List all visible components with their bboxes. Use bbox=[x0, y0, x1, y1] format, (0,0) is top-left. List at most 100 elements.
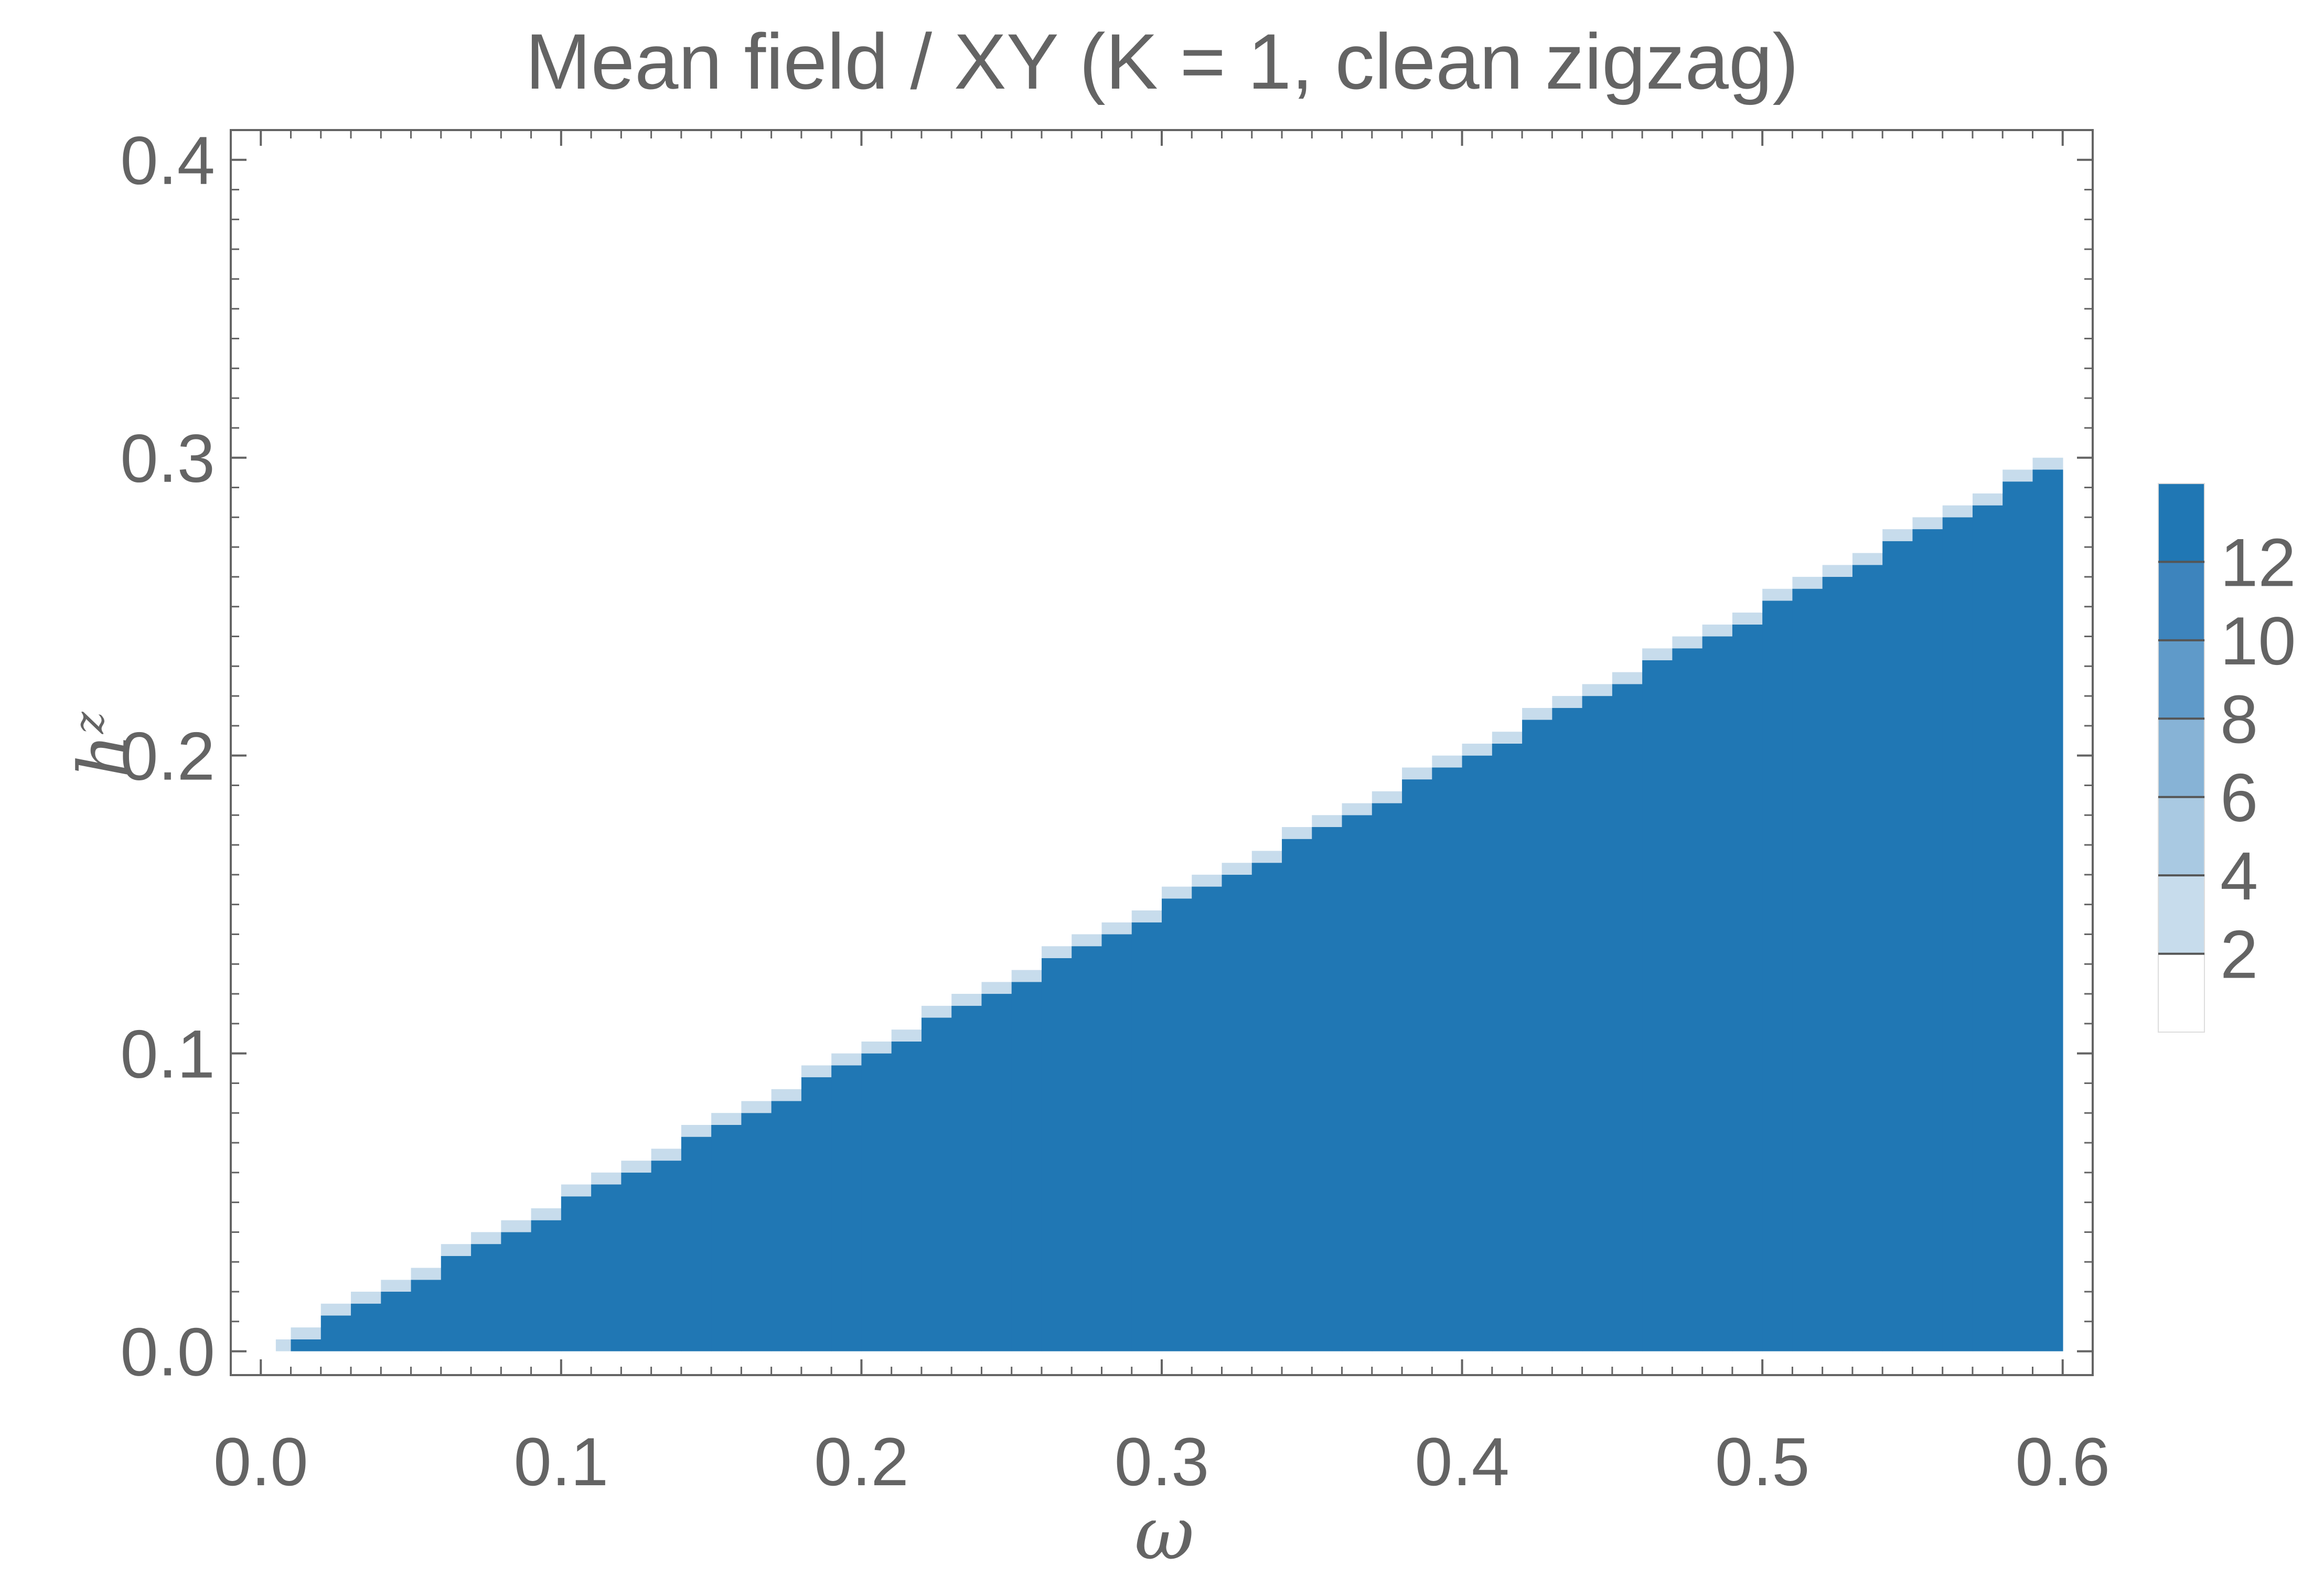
heatmap-column bbox=[471, 1244, 502, 1351]
heatmap-column bbox=[1222, 874, 1252, 1351]
colorbar-tick-label: 6 bbox=[2220, 759, 2258, 836]
heatmap-edge-cell bbox=[921, 994, 952, 1006]
heatmap-edge-cell bbox=[1492, 732, 1523, 744]
colorbar-frame bbox=[2158, 483, 2205, 1033]
heatmap-edge-cell bbox=[771, 1089, 802, 1101]
heatmap-column bbox=[801, 1077, 832, 1351]
y-axis-label: hz bbox=[42, 677, 143, 813]
heatmap-edge-cell bbox=[1702, 613, 1733, 625]
x-tick-label: 0.4 bbox=[1415, 1423, 1509, 1500]
colorbar-band bbox=[2158, 718, 2204, 797]
heatmap-edge-cell bbox=[1942, 493, 1973, 506]
heatmap-edge-cell bbox=[411, 1268, 442, 1280]
heatmap-column bbox=[1762, 600, 1793, 1351]
heatmap-edge-cell bbox=[1011, 970, 1042, 982]
heatmap-column bbox=[1612, 684, 1643, 1351]
heatmap-edge-cell bbox=[861, 1029, 892, 1042]
y-axis-label-superscript: z bbox=[65, 712, 113, 734]
heatmap-edge-cell bbox=[1131, 910, 1162, 922]
heatmap-edge-cell bbox=[1522, 707, 1553, 720]
heatmap-edge-cell bbox=[471, 1232, 502, 1245]
heatmap-column bbox=[1192, 886, 1223, 1351]
heatmap-edge-cell bbox=[1522, 696, 1553, 708]
colorbar-tick-label: 10 bbox=[2220, 603, 2296, 679]
colorbar-tick-label: 8 bbox=[2220, 681, 2258, 757]
heatmap-edge-cell bbox=[1041, 946, 1073, 958]
heatmap-column bbox=[351, 1303, 382, 1351]
heatmap-edge-cell bbox=[801, 1065, 832, 1078]
heatmap-column bbox=[771, 1101, 802, 1351]
colorbar-band bbox=[2158, 797, 2204, 876]
heatmap-edge-cell bbox=[831, 1053, 862, 1066]
heatmap-column bbox=[1072, 946, 1102, 1351]
heatmap-edge-cell bbox=[381, 1280, 412, 1292]
heatmap-edge-cell bbox=[531, 1208, 562, 1220]
heatmap-edge-cell bbox=[1612, 672, 1643, 684]
heatmap-column bbox=[591, 1184, 622, 1351]
colorbar-band bbox=[2158, 953, 2204, 1032]
heatmap-edge-cell bbox=[1822, 565, 1853, 577]
heatmap-edge-cell bbox=[1642, 648, 1673, 660]
heatmap-edge-cell bbox=[1462, 732, 1493, 744]
heatmap-column bbox=[741, 1113, 772, 1351]
heatmap-edge-cell bbox=[291, 1327, 322, 1339]
heatmap-column bbox=[441, 1256, 472, 1351]
x-axis-ticks: 0.0 0.1 0.2 0.3 0.4 0.5 0.6 bbox=[213, 130, 2110, 1500]
heatmap-column bbox=[1011, 982, 1042, 1351]
heatmap-edge-cell bbox=[711, 1113, 742, 1125]
heatmap-column bbox=[1131, 922, 1162, 1351]
x-tick-label: 0.1 bbox=[513, 1423, 608, 1500]
heatmap-edge-cell bbox=[1582, 672, 1613, 684]
y-tick-label: 0.2 bbox=[120, 718, 215, 795]
heatmap-edge-cell bbox=[2002, 469, 2033, 482]
heatmap-edge-cell bbox=[1192, 874, 1223, 887]
heatmap-edge-cell bbox=[741, 1089, 772, 1101]
chart-title: Mean field / XY (K = 1, clean zigzag) bbox=[525, 17, 1799, 105]
heatmap-edge-cell bbox=[1912, 517, 1943, 530]
x-tick-label: 0.3 bbox=[1115, 1423, 1209, 1500]
heatmap-column bbox=[1822, 576, 1853, 1351]
heatmap-edge-cell bbox=[501, 1220, 532, 1232]
heatmap-column bbox=[561, 1196, 592, 1351]
heatmap-column bbox=[411, 1280, 442, 1351]
heatmap-edge-cell bbox=[275, 1339, 292, 1351]
heatmap-edge-cell bbox=[441, 1244, 472, 1256]
heatmap-edge-cell bbox=[1462, 743, 1493, 756]
heatmap-column bbox=[1101, 934, 1132, 1351]
heatmap-edge-cell bbox=[1972, 493, 2004, 506]
heatmap-edge-cell bbox=[1882, 529, 1913, 541]
heatmap-edge-cell bbox=[1372, 791, 1402, 803]
heatmap-column bbox=[1282, 839, 1313, 1351]
heatmap-column bbox=[291, 1339, 322, 1351]
heatmap-column bbox=[1432, 767, 1463, 1351]
heatmap-column bbox=[531, 1220, 562, 1351]
x-axis-label: ω bbox=[1134, 1491, 1195, 1576]
heatmap-column bbox=[1342, 815, 1373, 1351]
heatmap-edge-cell bbox=[861, 1041, 892, 1054]
heatmap-edge-cell bbox=[681, 1124, 712, 1137]
heatmap-column bbox=[1041, 958, 1073, 1351]
heatmap-edge-cell bbox=[1732, 613, 1763, 625]
y-tick-label: 0.0 bbox=[120, 1314, 215, 1390]
heatmap-column bbox=[2002, 481, 2033, 1351]
colorbar-band bbox=[2158, 640, 2204, 719]
heatmap-edge-cell bbox=[1041, 934, 1073, 947]
heatmap-edge-cell bbox=[561, 1184, 592, 1197]
x-tick-label: 0.2 bbox=[814, 1423, 909, 1500]
colorbar-tick-label: 2 bbox=[2220, 916, 2258, 993]
heatmap-edge-cell bbox=[320, 1291, 351, 1304]
heatmap-column bbox=[1402, 779, 1433, 1351]
heatmap-column bbox=[1552, 707, 1583, 1351]
heatmap-column bbox=[1732, 624, 1763, 1351]
heatmap-edge-cell bbox=[1762, 588, 1793, 601]
heatmap-column bbox=[1251, 863, 1282, 1351]
heatmap-edge-cell bbox=[621, 1149, 652, 1161]
heatmap-edge-cell bbox=[1852, 553, 1883, 565]
y-tick-label: 0.4 bbox=[120, 122, 215, 199]
heatmap-edge-cell bbox=[1762, 576, 1793, 589]
heatmap-edge-cell bbox=[1282, 827, 1313, 839]
heatmap-edge-cell bbox=[1702, 624, 1733, 637]
heatmap-edge-cell bbox=[275, 1327, 292, 1339]
heatmap-column bbox=[891, 1041, 922, 1351]
